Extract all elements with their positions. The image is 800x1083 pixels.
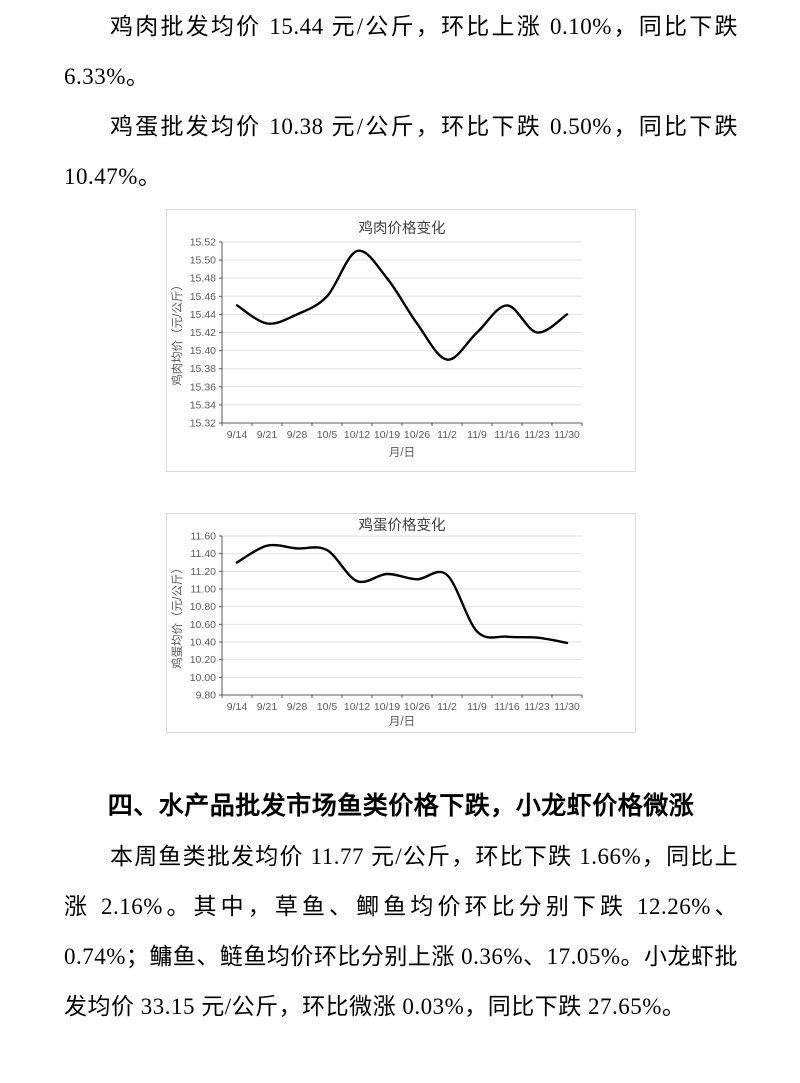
svg-text:15.44: 15.44 [190,309,216,321]
svg-text:10.20: 10.20 [190,654,216,666]
svg-text:15.48: 15.48 [190,273,216,285]
svg-text:11/9: 11/9 [467,429,487,441]
svg-text:9/14: 9/14 [227,429,248,441]
svg-text:15.52: 15.52 [190,237,216,249]
svg-text:9.80: 9.80 [196,690,217,702]
svg-text:9/28: 9/28 [287,429,308,441]
svg-text:11.40: 11.40 [191,548,217,560]
svg-text:15.46: 15.46 [190,291,216,303]
svg-text:11.60: 11.60 [191,531,217,543]
svg-text:11/23: 11/23 [524,701,550,713]
egg-price-chart: 9.80 10.00 10.20 10.40 10.60 10.80 11.00 11.20 1… [166,513,636,733]
svg-text:15.40: 15.40 [190,345,216,357]
svg-text:9/21: 9/21 [257,429,278,441]
svg-text:11/2: 11/2 [437,701,457,713]
svg-text:11/30: 11/30 [554,701,580,713]
svg-text:10/5: 10/5 [317,701,338,713]
section-heading-aquatic: 四、水产品批发市场鱼类价格下跌，小龙虾价格微涨 [107,793,695,820]
svg-text:10/26: 10/26 [404,429,430,441]
svg-text:9/14: 9/14 [227,701,248,713]
egg-price-line-chart: 9.80 10.00 10.20 10.40 10.60 10.80 11.00 11.20 1… [170,517,583,728]
svg-text:鸡肉价格变化: 鸡肉价格变化 [359,220,446,237]
chicken-price-line-chart: 15.32 15.34 15.36 15.38 15.40 15.42 15.44 15.46… [170,220,583,459]
svg-text:10/12: 10/12 [344,701,370,713]
svg-text:11/9: 11/9 [467,701,487,713]
paragraph-aquatic-price: 本周鱼类批发均价 11.77 元/公斤，环比下跌 1.66%，同比上涨 2.16… [64,844,738,1019]
chicken-price-chart: 15.32 15.34 15.36 15.38 15.40 15.42 15.44 15.46… [166,209,636,472]
svg-text:月/日: 月/日 [389,716,415,728]
svg-text:11.20: 11.20 [191,566,217,578]
svg-text:15.34: 15.34 [190,399,216,411]
svg-text:鸡蛋均价（元/公斤）: 鸡蛋均价（元/公斤） [170,562,184,669]
svg-text:10/12: 10/12 [344,429,370,441]
svg-text:10/19: 10/19 [374,701,400,713]
svg-text:10.40: 10.40 [190,637,216,649]
svg-text:11/16: 11/16 [494,701,520,713]
svg-text:15.32: 15.32 [190,418,216,430]
svg-text:10.00: 10.00 [190,672,216,684]
svg-text:10.80: 10.80 [190,601,216,613]
svg-text:11/23: 11/23 [524,429,550,441]
svg-text:10/5: 10/5 [317,429,338,441]
svg-text:鸡蛋价格变化: 鸡蛋价格变化 [359,517,446,534]
svg-text:10.60: 10.60 [190,619,216,631]
svg-text:15.36: 15.36 [190,381,216,393]
svg-text:10/26: 10/26 [404,701,430,713]
svg-text:11/2: 11/2 [437,429,457,441]
paragraph-chicken-meat-price: 鸡肉批发均价 15.44 元/公斤，环比上涨 0.10%，同比下跌 6.33%。 [64,14,738,89]
svg-text:10/19: 10/19 [374,429,400,441]
svg-text:9/28: 9/28 [287,701,308,713]
report-page: 鸡肉批发均价 15.44 元/公斤，环比上涨 0.10%，同比下跌 6.33%。… [64,14,738,1019]
svg-text:月/日: 月/日 [389,447,415,459]
paragraph-egg-price: 鸡蛋批发均价 10.38 元/公斤，环比下跌 0.50%，同比下跌 10.47%… [64,114,738,189]
svg-text:15.38: 15.38 [190,363,216,375]
svg-text:鸡肉均价（元/公斤）: 鸡肉均价（元/公斤） [170,279,184,386]
svg-text:11/16: 11/16 [494,429,520,441]
svg-text:9/21: 9/21 [257,701,278,713]
svg-text:11.00: 11.00 [191,584,217,596]
svg-text:15.50: 15.50 [190,255,216,267]
svg-text:15.42: 15.42 [190,327,216,339]
svg-text:11/30: 11/30 [554,429,580,441]
